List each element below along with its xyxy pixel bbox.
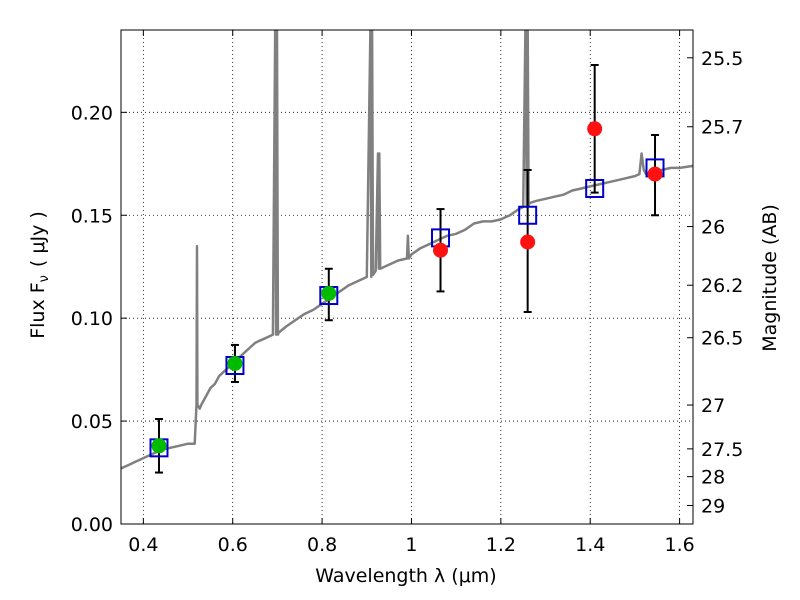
red-data-point: [520, 234, 536, 250]
model-box-marker: [585, 178, 605, 198]
y2-tick-label: 26.2: [701, 275, 743, 297]
y2-tick-label: 25.7: [701, 117, 743, 139]
y2-axis-label-group: Magnitude (AB): [759, 204, 781, 352]
y2-tick-label: 25.5: [701, 48, 743, 70]
x-axis-label: Wavelength λ (μm): [315, 565, 496, 587]
model-box-marker: [518, 205, 538, 225]
x-tick-label: 1.2: [486, 534, 516, 556]
red-data-point: [587, 121, 603, 137]
y-axis-label-main: Flux F: [27, 282, 49, 338]
x-tick-label: 1.4: [575, 534, 605, 556]
y2-tick-label: 26.5: [701, 328, 743, 350]
ticks: 0.4 0.6 0.8 1 1.2 1.4 1.6 0.00 0.05 0.10 0.15 0.20 2…: [71, 30, 743, 556]
plot-frame: [120, 29, 694, 525]
grid: [121, 30, 693, 525]
y2-tick-label: 28: [701, 467, 725, 489]
y-axis-label-sub: ν: [37, 275, 52, 282]
y2-tick-label: 29: [701, 495, 725, 517]
y-tick-label: 0.10: [71, 308, 113, 330]
y-axis-label: Flux Fν ( μJy ): [27, 211, 52, 339]
green-data-point: [227, 355, 243, 371]
y-tick-label: 0.15: [71, 205, 113, 227]
spectrum-line: [121, 30, 693, 470]
y-axis-label-group: Flux Fν ( μJy ): [27, 211, 52, 339]
y2-axis-label: Magnitude (AB): [759, 204, 781, 352]
red-data-point: [647, 166, 663, 182]
series-layer: [121, 30, 693, 474]
y-tick-label: 0.20: [71, 102, 113, 124]
y-tick-label: 0.00: [71, 514, 113, 536]
x-tick-label: 0.8: [307, 534, 337, 556]
red-data-point: [433, 242, 449, 258]
y2-tick-label: 27: [701, 395, 725, 417]
x-tick-label: 0.4: [128, 534, 158, 556]
green-data-point: [151, 438, 167, 454]
y2-tick-label: 27.5: [701, 439, 743, 461]
y-tick-label: 0.05: [71, 411, 113, 433]
x-tick-label: 0.6: [218, 534, 248, 556]
x-tick-label: 1: [405, 534, 417, 556]
y-axis-label-unit: ( μJy ): [27, 211, 49, 267]
y2-tick-label: 26: [701, 217, 725, 239]
x-tick-label: 1.6: [664, 534, 694, 556]
green-data-point: [321, 285, 337, 301]
